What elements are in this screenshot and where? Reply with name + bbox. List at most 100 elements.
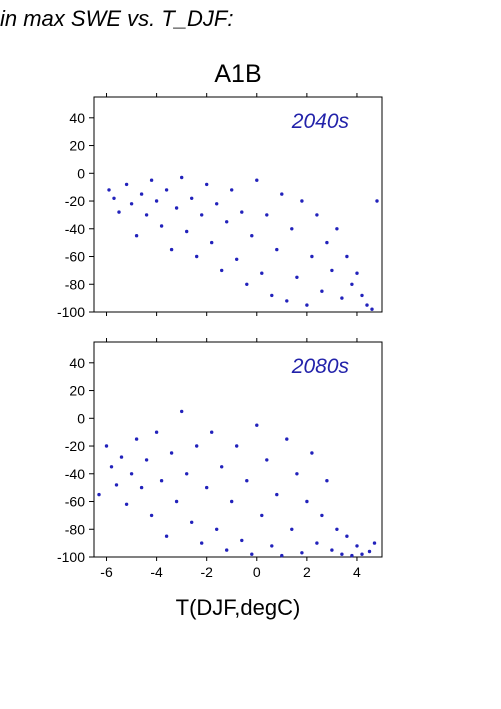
x-tick-label: 2 bbox=[303, 564, 311, 580]
scatter-point bbox=[255, 423, 259, 427]
scatter-point bbox=[285, 437, 289, 441]
scatter-point bbox=[104, 444, 109, 448]
scatter-point bbox=[325, 479, 329, 483]
scatter-point bbox=[200, 213, 204, 217]
scatter-point bbox=[129, 472, 134, 476]
scatter-point bbox=[310, 451, 314, 455]
y-tick-label: 0 bbox=[77, 410, 85, 426]
scatter-point bbox=[124, 182, 129, 187]
scatter-point bbox=[169, 451, 174, 455]
scatter-point bbox=[370, 307, 374, 311]
scatter-point bbox=[235, 444, 239, 448]
x-axis-label: T(DJF,degC) bbox=[176, 595, 301, 620]
scatter-point bbox=[290, 527, 294, 531]
period-annotation: 2040s bbox=[291, 110, 350, 133]
scatter-point bbox=[365, 303, 369, 307]
scatter-point bbox=[305, 303, 309, 307]
scatter-point bbox=[144, 213, 149, 217]
scatter-point bbox=[245, 479, 249, 483]
scatter-point bbox=[240, 538, 244, 543]
scatter-point bbox=[345, 254, 349, 259]
scatter-point bbox=[119, 455, 124, 459]
plot-frame bbox=[93, 341, 383, 558]
scatter-point bbox=[180, 175, 184, 180]
scatter-point bbox=[330, 268, 334, 273]
y-tick-label: -60 bbox=[65, 494, 85, 510]
y-tick-label: -80 bbox=[65, 276, 85, 292]
scatter-point bbox=[345, 534, 349, 538]
scatter-point bbox=[215, 527, 219, 531]
scatter-point bbox=[114, 483, 119, 487]
scatter-point bbox=[250, 552, 254, 556]
scatter-point bbox=[250, 234, 254, 238]
y-tick-label: -20 bbox=[65, 193, 85, 209]
scatter-point bbox=[235, 257, 239, 261]
scatter-point bbox=[285, 299, 289, 303]
x-tick-label: -6 bbox=[100, 564, 113, 580]
scatter-point bbox=[134, 234, 139, 238]
scatter-point bbox=[230, 499, 234, 504]
scatter-point bbox=[375, 199, 379, 203]
scatter-point bbox=[185, 229, 189, 234]
scatter-point bbox=[190, 520, 194, 524]
scatter-point bbox=[340, 552, 344, 556]
scatter-point bbox=[350, 282, 354, 286]
y-tick-label: 40 bbox=[69, 110, 85, 126]
scatter-point bbox=[174, 206, 179, 210]
scatter-point bbox=[180, 409, 184, 414]
scatter-point bbox=[230, 188, 234, 192]
scatter-point bbox=[139, 192, 144, 196]
scatter-point bbox=[220, 465, 224, 469]
scatter-point bbox=[367, 549, 372, 554]
scatter-point bbox=[280, 553, 284, 558]
x-tick-label: -4 bbox=[150, 564, 163, 580]
y-tick-label: -100 bbox=[57, 549, 85, 565]
scatter-point bbox=[290, 227, 294, 231]
scatter-point bbox=[159, 224, 164, 228]
scatter-point bbox=[220, 268, 224, 273]
scatter-point bbox=[300, 551, 304, 555]
scatter-point bbox=[210, 430, 214, 434]
scatter-point bbox=[195, 444, 199, 448]
page-header: in max SWE vs. T_DJF: bbox=[0, 6, 234, 31]
figure-title: A1B bbox=[214, 60, 261, 88]
y-tick-label: 0 bbox=[77, 165, 85, 181]
y-tick-label: -80 bbox=[65, 521, 85, 537]
y-tick-label: -20 bbox=[65, 438, 85, 454]
scatter-point bbox=[149, 178, 154, 182]
scatter-point bbox=[355, 271, 359, 275]
scatter-point bbox=[245, 282, 249, 286]
scatter-point bbox=[210, 240, 214, 245]
scatter-point bbox=[260, 271, 264, 275]
scatter-point bbox=[139, 485, 144, 490]
scatter-point bbox=[270, 293, 274, 298]
scatter-point bbox=[300, 199, 304, 203]
scatter-point bbox=[154, 199, 159, 203]
scatter-point bbox=[225, 220, 229, 224]
scatter-point bbox=[260, 513, 264, 518]
scatter-panel-2040s: -100 -80 -60 -40 -20 0 20 40 2040s bbox=[57, 93, 383, 320]
scatter-point bbox=[265, 458, 269, 462]
y-tick-label: 20 bbox=[69, 383, 85, 399]
scatter-point bbox=[275, 247, 279, 252]
scatter-point bbox=[169, 247, 174, 252]
scatter-point bbox=[355, 544, 359, 548]
scatter-point bbox=[265, 213, 269, 217]
scatter-point bbox=[360, 293, 364, 298]
scatter-point bbox=[305, 499, 309, 504]
scatter-point bbox=[134, 437, 139, 441]
scatter-point bbox=[159, 479, 164, 483]
scatter-point bbox=[280, 192, 284, 196]
scatter-point bbox=[330, 548, 334, 552]
plot-frame bbox=[93, 96, 383, 313]
scatter-point bbox=[275, 492, 279, 497]
scatter-point bbox=[200, 541, 204, 545]
scatter-point bbox=[335, 527, 339, 531]
y-tick-label: -60 bbox=[65, 249, 85, 265]
scatter-point bbox=[320, 513, 324, 518]
scatter-point bbox=[97, 492, 101, 497]
scatter-point bbox=[109, 465, 114, 469]
scatter-point bbox=[350, 553, 354, 558]
scatter-point bbox=[129, 202, 134, 206]
